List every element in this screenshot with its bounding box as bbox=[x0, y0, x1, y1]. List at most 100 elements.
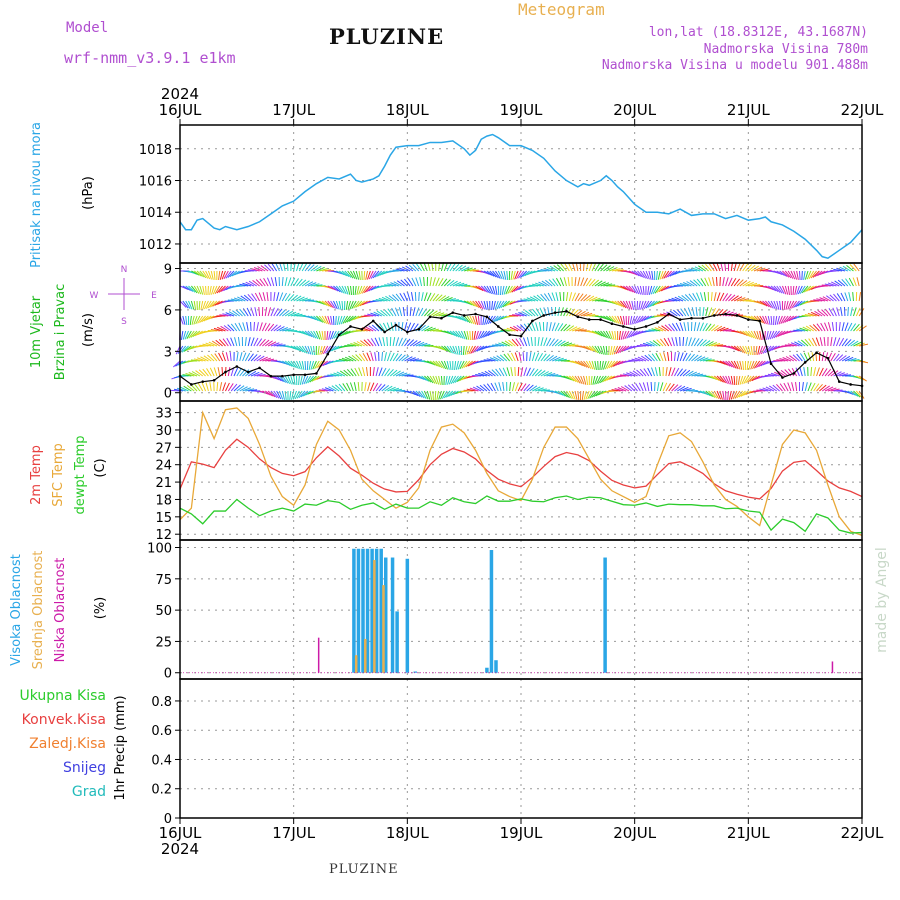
wind-barb bbox=[808, 285, 817, 291]
wind-barb bbox=[553, 265, 562, 272]
wind-speed-point bbox=[190, 383, 193, 386]
wind-barb bbox=[293, 375, 296, 385]
wind-barb bbox=[760, 345, 766, 355]
wind-speed-point bbox=[258, 366, 261, 370]
wind-barb bbox=[184, 330, 189, 340]
wind-barb bbox=[201, 382, 207, 392]
wind-barb bbox=[685, 337, 689, 347]
wind-barb bbox=[214, 300, 223, 306]
wind-barb bbox=[237, 337, 241, 347]
wind-barb bbox=[643, 315, 652, 321]
wind-barb bbox=[216, 381, 219, 392]
wind-barb bbox=[445, 390, 454, 398]
wind-barb bbox=[826, 295, 834, 302]
wind-speed-point bbox=[485, 315, 489, 319]
wind-barb bbox=[628, 270, 638, 276]
wind-barb bbox=[661, 325, 670, 332]
wind-barb bbox=[512, 270, 516, 280]
mid-cloud-bar bbox=[364, 638, 367, 673]
wind-barb bbox=[460, 315, 469, 323]
pressure-axis-tick-label: 1018 bbox=[139, 143, 172, 158]
wind-barb bbox=[821, 368, 828, 377]
wind-barb bbox=[738, 390, 746, 398]
wind-barb bbox=[759, 330, 762, 340]
wind-barb bbox=[486, 300, 489, 310]
wind-barb bbox=[739, 345, 746, 354]
wind-barb bbox=[623, 285, 631, 292]
wind-barb bbox=[833, 337, 837, 347]
wind-barb bbox=[848, 277, 854, 287]
wind-barb bbox=[840, 292, 846, 302]
wind-barb bbox=[767, 315, 771, 325]
wind-barb bbox=[645, 300, 653, 309]
wind-barb bbox=[477, 300, 484, 310]
wind-barb bbox=[689, 280, 698, 287]
wind-barb bbox=[279, 375, 287, 383]
wind-barb bbox=[205, 342, 215, 347]
wind-barb bbox=[341, 357, 351, 362]
wind-barb bbox=[440, 360, 447, 370]
wind-barb bbox=[514, 352, 519, 362]
wind-barb bbox=[631, 270, 640, 277]
wind-barb bbox=[318, 300, 328, 306]
wind-barb bbox=[560, 263, 567, 272]
wind-barb bbox=[780, 315, 786, 325]
wind-barb bbox=[803, 367, 806, 377]
wind-barb bbox=[522, 351, 525, 362]
wind-barb bbox=[299, 330, 308, 336]
wind-barb bbox=[794, 285, 798, 295]
wind-barb bbox=[335, 285, 343, 294]
wind-barb bbox=[209, 382, 212, 392]
wind-barb bbox=[812, 324, 820, 332]
wind-barb bbox=[386, 336, 388, 347]
wind-barb bbox=[339, 370, 348, 377]
wind-barb bbox=[520, 367, 524, 377]
wind-barb bbox=[634, 285, 640, 295]
wind-barb bbox=[498, 342, 507, 347]
wind-barb bbox=[267, 323, 275, 332]
wind-barb bbox=[749, 375, 758, 382]
wind-barb bbox=[599, 360, 602, 371]
wind-barb bbox=[631, 300, 635, 310]
wind-barb bbox=[472, 300, 480, 308]
wind-barb bbox=[611, 268, 621, 272]
wind-barb bbox=[227, 270, 235, 278]
wind-barb bbox=[529, 385, 538, 392]
wind-barb bbox=[608, 330, 613, 340]
wind-speed-point bbox=[508, 333, 511, 337]
wind-barb bbox=[849, 264, 857, 272]
wind-barb bbox=[276, 375, 284, 383]
wind-barb bbox=[591, 390, 599, 398]
cloud-axis-tick-label: 0 bbox=[164, 667, 172, 682]
wind-barb bbox=[828, 308, 835, 317]
wind-barb bbox=[441, 345, 449, 353]
wind-barb bbox=[483, 359, 493, 362]
wind-barb bbox=[772, 384, 780, 392]
wind-barb bbox=[246, 322, 249, 332]
wind-barb bbox=[389, 352, 395, 362]
wind-barb bbox=[458, 283, 468, 287]
wind-barb bbox=[226, 337, 232, 347]
wind-barb bbox=[347, 285, 351, 295]
wind-barb bbox=[301, 280, 310, 287]
wind-barb bbox=[375, 367, 379, 377]
wind-barb bbox=[202, 270, 209, 279]
wind-barb bbox=[753, 266, 763, 272]
wind-barb bbox=[745, 330, 753, 338]
wind-barb bbox=[456, 375, 465, 383]
wind-barb bbox=[478, 285, 486, 292]
wind-barb bbox=[716, 262, 721, 272]
wind-barb bbox=[418, 390, 425, 399]
wind-barb bbox=[679, 369, 687, 377]
wind-barb bbox=[222, 338, 229, 347]
wind-barb bbox=[339, 330, 348, 337]
wind-barb bbox=[212, 300, 221, 307]
wind-barb bbox=[236, 352, 239, 362]
wind-axis-tick-label: 0 bbox=[164, 387, 172, 402]
wind-barb bbox=[483, 285, 490, 294]
wind-barb bbox=[752, 360, 758, 370]
wind-barb bbox=[611, 315, 618, 324]
wind-barb bbox=[475, 315, 479, 325]
wind-barb bbox=[195, 315, 201, 325]
wind-barb bbox=[389, 369, 398, 377]
